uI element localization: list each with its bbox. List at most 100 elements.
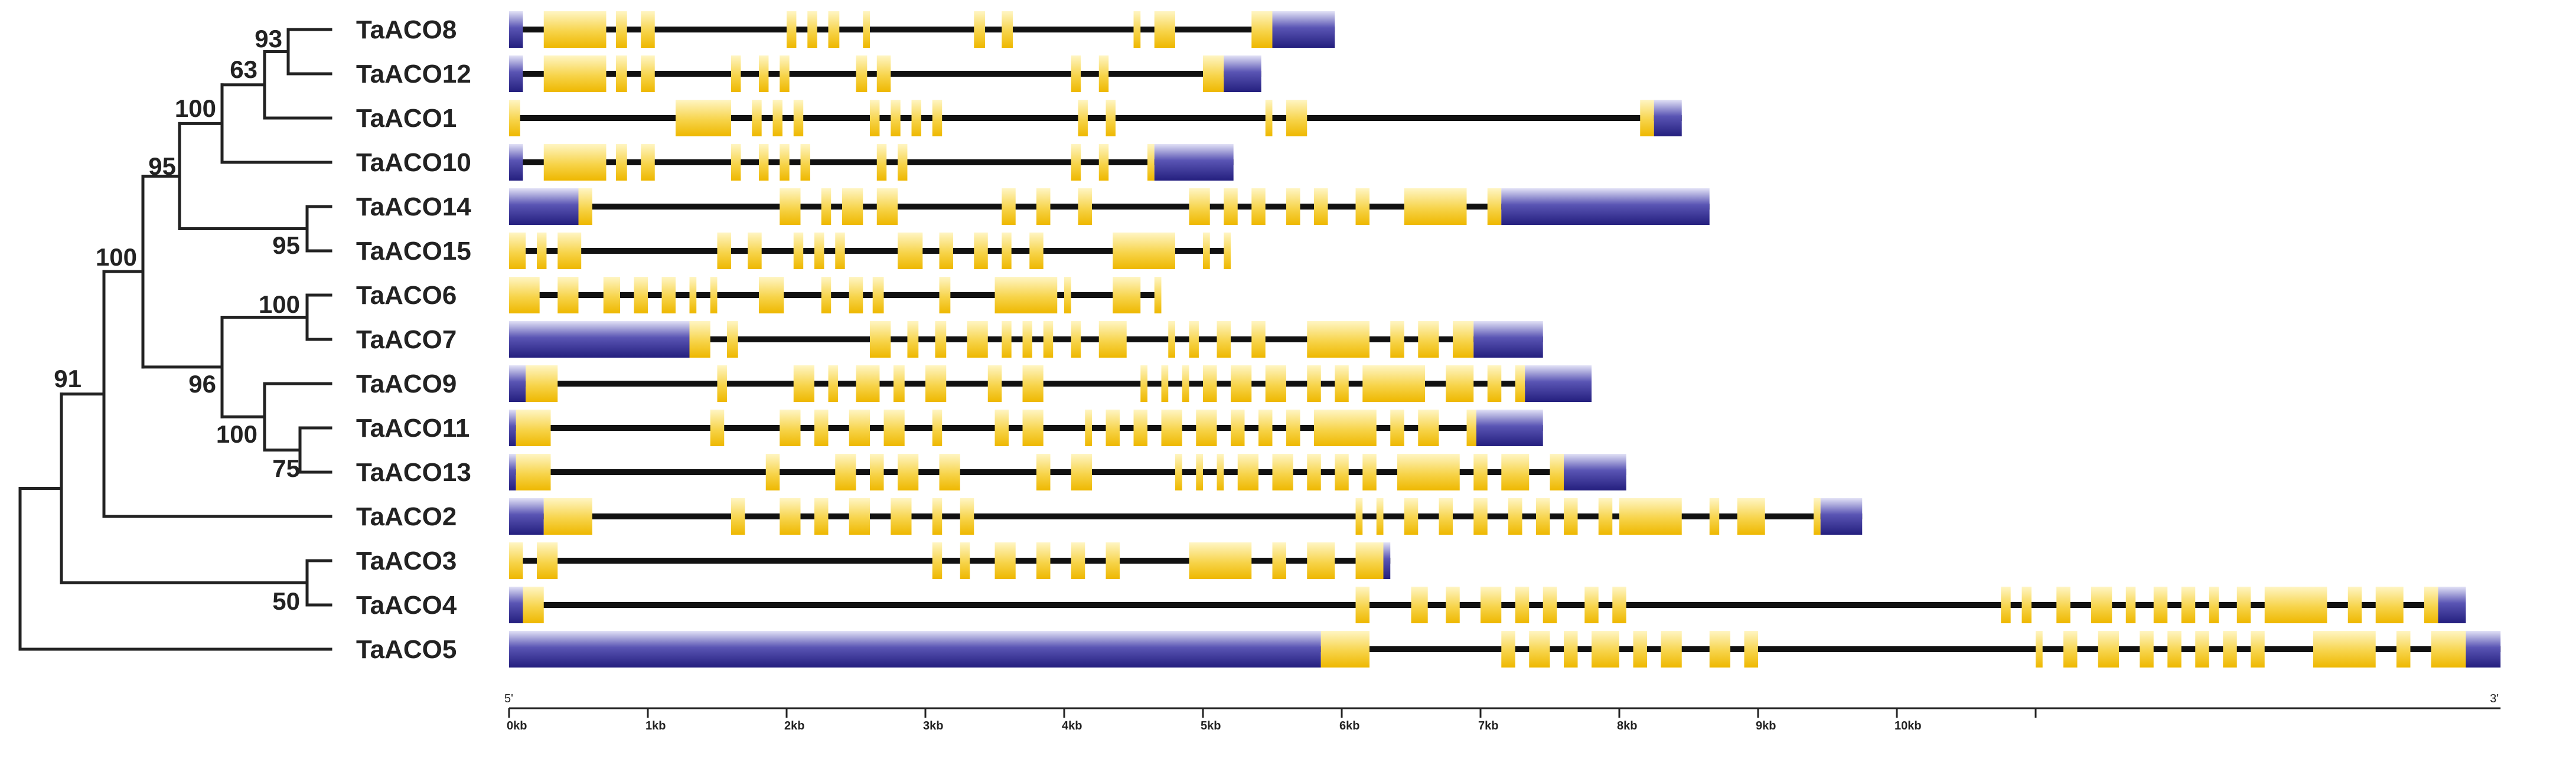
exon-box (2209, 587, 2219, 623)
exon-box (1307, 542, 1335, 579)
exon-box (1231, 410, 1245, 446)
exon-box (2167, 631, 2182, 668)
exon-box (1265, 365, 1286, 402)
exon-box (849, 277, 863, 313)
bootstrap-label: 100 (259, 290, 300, 318)
exon-box (1002, 188, 1016, 225)
exon-box (578, 188, 592, 225)
exon-box (1106, 100, 1116, 136)
utr-box (1501, 188, 1710, 225)
exon-box (793, 100, 804, 136)
exon-box (891, 100, 901, 136)
three-prime-label: 3' (2490, 692, 2499, 705)
exon-box (1161, 410, 1182, 446)
gene-label: TaACO3 (356, 547, 456, 575)
exon-box (731, 55, 741, 92)
exon-box (2181, 587, 2196, 623)
utr-box (509, 144, 523, 181)
exon-box (1439, 498, 1453, 535)
exon-box (543, 11, 606, 48)
exon-box (1307, 454, 1321, 490)
exon-box (780, 188, 801, 225)
exon-box (1064, 277, 1071, 313)
exon-box (1196, 410, 1217, 446)
exon-box (1404, 498, 1419, 535)
exon-box (849, 498, 870, 535)
exon-box (1189, 321, 1199, 358)
exon-box (2236, 587, 2251, 623)
exon-box (526, 365, 558, 402)
exon-box (994, 277, 1058, 313)
bootstrap-label: 95 (272, 231, 300, 259)
exon-box (898, 144, 908, 181)
exon-box (870, 454, 884, 490)
exon-box (1154, 11, 1175, 48)
exon-box (634, 277, 648, 313)
exon-box (2264, 587, 2327, 623)
exon-box (1175, 454, 1182, 490)
exon-box (1633, 631, 1647, 668)
exon-box (893, 365, 905, 402)
exon-box (1258, 410, 1273, 446)
exon-box (1612, 587, 1626, 623)
exon-box (537, 542, 558, 579)
exon-box (1564, 631, 1578, 668)
utr-box (509, 55, 523, 92)
exon-box (1355, 188, 1369, 225)
exon-box (1071, 321, 1081, 358)
exon-box (2153, 587, 2168, 623)
exon-box (1466, 410, 1476, 446)
exon-box (2125, 587, 2136, 623)
utr-box (2438, 587, 2466, 623)
exon-box (932, 410, 943, 446)
exon-box (523, 587, 544, 623)
exon-box (870, 321, 891, 358)
exon-box (689, 277, 697, 313)
exon-box (1446, 365, 1474, 402)
exon-box (898, 454, 919, 490)
exon-box (1592, 631, 1619, 668)
exon-box (1411, 587, 1428, 623)
exon-box (537, 233, 547, 269)
exon-box (1036, 542, 1051, 579)
exon-box (960, 542, 970, 579)
utr-box (1224, 55, 1261, 92)
exon-box (1709, 498, 1720, 535)
exon-box (932, 498, 943, 535)
exon-box (793, 365, 814, 402)
exon-box (2098, 631, 2119, 668)
bootstrap-label: 93 (255, 25, 282, 53)
exon-box (876, 55, 891, 92)
bootstrap-label: 50 (272, 587, 300, 615)
exon-box (1098, 321, 1127, 358)
gene-structure-row (509, 587, 2466, 623)
exon-box (911, 100, 921, 136)
exon-box (876, 188, 898, 225)
exon-box (759, 55, 769, 92)
exon-box (898, 233, 923, 269)
exon-box (974, 233, 988, 269)
axis-tick-label: 3kb (923, 719, 943, 732)
exon-box (876, 144, 887, 181)
bootstrap-label: 95 (148, 152, 176, 180)
exon-box (863, 11, 870, 48)
exon-box (1189, 188, 1210, 225)
gene-label: TaACO7 (356, 325, 456, 354)
gene-label: TaACO11 (356, 414, 469, 443)
exon-box (780, 410, 801, 446)
exon-box (967, 321, 988, 358)
exon-box (787, 11, 797, 48)
exon-box (828, 11, 840, 48)
exon-box (1140, 365, 1147, 402)
exon-box (987, 365, 1002, 402)
gene-structure-row (509, 631, 2501, 668)
utr-box (509, 321, 690, 358)
exon-box (710, 410, 725, 446)
exon-box (1203, 233, 1210, 269)
utr-box (1476, 410, 1543, 446)
gene-label: TaACO13 (356, 458, 471, 487)
exon-box (1133, 410, 1147, 446)
utr-box (1654, 100, 1682, 136)
exon-box (717, 233, 731, 269)
exon-box (1036, 188, 1051, 225)
